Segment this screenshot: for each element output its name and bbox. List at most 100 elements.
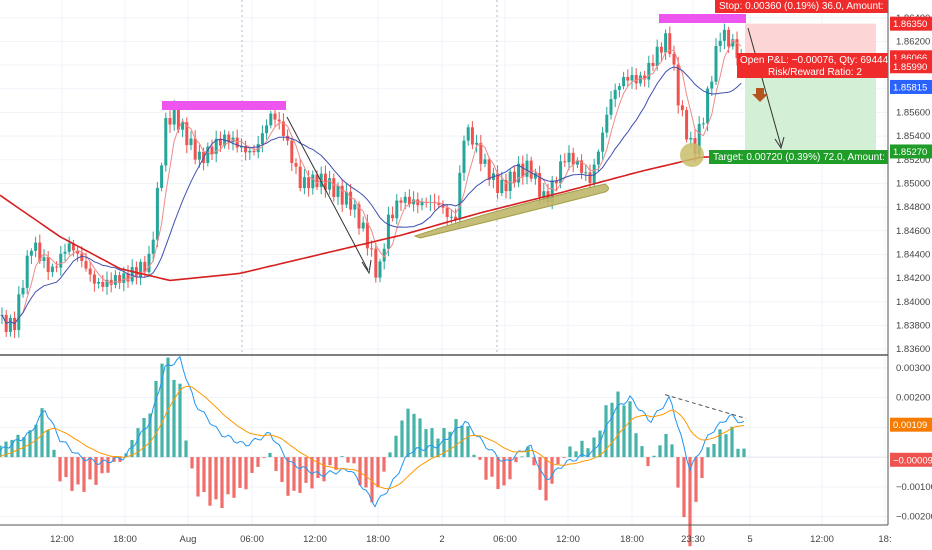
candle-down <box>399 200 403 203</box>
hist-bar-up <box>466 426 470 458</box>
hist-bar-up <box>130 439 134 458</box>
candle-up <box>151 239 155 254</box>
hist-bar-down <box>550 457 554 484</box>
target-label[interactable]: Target: 0.00720 (0.39%) 72.0, Amount: <box>713 152 885 163</box>
candle-down <box>126 273 130 282</box>
hist-bar-up <box>268 452 272 458</box>
candle-down <box>332 178 336 197</box>
hist-bar-down <box>292 457 296 491</box>
candle-down <box>193 138 197 160</box>
candle-up <box>353 204 357 210</box>
hist-bar-up <box>736 448 740 458</box>
candle-up <box>592 164 596 184</box>
candle-down <box>727 29 731 47</box>
candle-up <box>155 187 159 240</box>
price-tag-label: 1.85815 <box>893 82 927 93</box>
divergence-line[interactable] <box>664 394 747 419</box>
candle-down <box>487 159 491 180</box>
hist-bar-down <box>220 457 224 509</box>
candle-up <box>139 261 143 278</box>
time-axis[interactable]: 12:00 18:00 Aug 06:00 12:00 18:00 2 06:00 12:00 1… <box>50 534 892 545</box>
candle-up <box>50 266 54 273</box>
risk-reward-label[interactable]: Risk/Reward Ratio: 2 <box>768 67 862 78</box>
open-pnl-label[interactable]: Open P&L: −0.00076, Qty: 69444 <box>740 55 889 66</box>
candle-up <box>63 251 67 254</box>
candle-down <box>416 199 420 206</box>
candle-down <box>76 250 80 254</box>
price-tag[interactable] <box>890 79 932 94</box>
hist-bar-up <box>178 383 182 458</box>
hist-bar-down <box>676 457 680 488</box>
target-label-box[interactable] <box>709 150 888 164</box>
candle-down <box>307 177 311 189</box>
hist-bar-up <box>406 408 410 458</box>
candle-down <box>143 261 147 273</box>
candle-up <box>517 163 521 183</box>
price-tick-label: 1.84200 <box>896 273 930 284</box>
macd-axis[interactable]: 0.003000.002000.001000.00000−0.00100−0.0… <box>890 363 932 523</box>
candle-down <box>168 118 172 125</box>
candle-up <box>584 172 588 174</box>
drawings[interactable] <box>162 14 785 275</box>
trend-arrow-2[interactable] <box>747 27 782 147</box>
hist-bar-down <box>646 457 650 467</box>
resistance-marker-right[interactable] <box>659 14 746 23</box>
resistance-marker-left[interactable] <box>162 101 286 110</box>
time-tick-label: 5 <box>747 534 752 545</box>
position-tool[interactable] <box>745 23 876 152</box>
ma-slow-line <box>0 154 746 282</box>
hist-bar-down <box>88 457 92 480</box>
hist-bar-up <box>628 401 632 458</box>
touch-point-marker[interactable] <box>680 143 704 167</box>
candle-up <box>605 114 609 133</box>
price-tick-label: 1.85400 <box>896 131 930 142</box>
candle-up <box>105 279 109 287</box>
hist-bar-down <box>310 457 314 489</box>
macd-value-tag[interactable] <box>890 417 932 432</box>
candle-down <box>71 243 75 251</box>
position-labels[interactable]: Stop: 0.00360 (0.19%) 36.0, Amount: Open… <box>709 0 889 164</box>
candle-up <box>706 88 710 124</box>
price-tick-label: 1.84600 <box>896 226 930 237</box>
hist-bar-up <box>0 445 2 458</box>
stop-label[interactable]: Stop: 0.00360 (0.19%) 36.0, Amount: <box>719 1 884 12</box>
macd-value-tag[interactable] <box>890 452 932 467</box>
hist-bar-down <box>214 457 218 500</box>
macd-pane[interactable] <box>0 355 888 547</box>
target-zone[interactable] <box>745 66 876 152</box>
hist-bar-down <box>514 457 518 463</box>
candle-up <box>361 222 365 229</box>
price-tag[interactable] <box>890 16 932 31</box>
support-trendline-highlight[interactable] <box>413 183 609 239</box>
price-tag[interactable] <box>890 144 932 159</box>
price-tag[interactable] <box>890 59 932 74</box>
candle-up <box>256 144 260 153</box>
candle-up <box>214 138 218 154</box>
time-tick-label: 2 <box>439 534 444 545</box>
hist-bar-down <box>478 457 482 460</box>
candle-up <box>466 127 470 141</box>
price-axis[interactable]: 1.864001.862001.860001.858001.856001.854… <box>890 13 932 355</box>
candle-down <box>496 173 500 194</box>
price-tick-label: 1.84400 <box>896 249 930 260</box>
candle-down <box>244 145 248 153</box>
candle-up <box>701 123 705 125</box>
candle-down <box>38 242 42 261</box>
hist-bar-up <box>586 448 590 458</box>
candle-down <box>563 161 567 163</box>
candle-up <box>655 46 659 67</box>
candle-up <box>403 196 407 203</box>
hist-bar-down <box>280 457 284 482</box>
hist-bar-down <box>346 457 350 463</box>
candle-down <box>370 248 374 250</box>
candle-down <box>298 166 302 189</box>
candle-up <box>17 294 21 331</box>
candle-up <box>689 138 693 140</box>
trend-arrow-1[interactable] <box>286 116 369 271</box>
stop-label-box[interactable] <box>715 0 888 13</box>
hist-bar-up <box>46 429 50 458</box>
hist-bar-up <box>160 363 164 458</box>
pnl-label-box[interactable] <box>737 53 888 78</box>
candle-up <box>420 201 424 206</box>
